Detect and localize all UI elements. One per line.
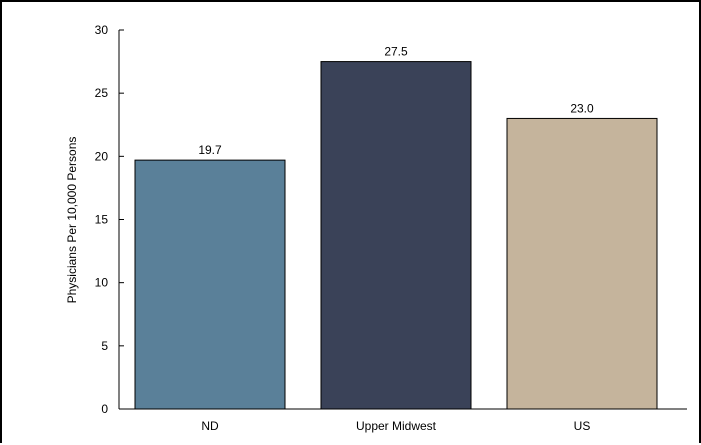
y-tick-label: 15 (95, 213, 109, 227)
y-axis-label: Physicians Per 10,000 Persons (65, 137, 79, 304)
y-tick-label: 5 (101, 339, 108, 353)
x-tick-label: ND (201, 419, 219, 433)
bar-value-label: 19.7 (198, 143, 222, 157)
bar-value-label: 27.5 (384, 45, 408, 59)
y-tick-label: 30 (95, 23, 109, 37)
bar-value-label: 23.0 (570, 101, 594, 115)
x-tick-label: Upper Midwest (356, 419, 437, 433)
y-tick-label: 0 (101, 402, 108, 416)
y-axis: 0 5 10 15 20 25 30 (95, 23, 124, 416)
y-tick-label: 20 (95, 149, 109, 163)
y-tick-label: 25 (95, 86, 109, 100)
bar-us (506, 117, 658, 410)
x-tick-label: US (574, 419, 591, 433)
value-labels: 19.7 27.5 23.0 (198, 45, 594, 158)
bar-upper-midwest (320, 61, 472, 410)
bar-nd (134, 159, 286, 410)
y-tick-label: 10 (95, 276, 109, 290)
x-axis: ND Upper Midwest US (119, 408, 687, 433)
bars (134, 61, 658, 410)
